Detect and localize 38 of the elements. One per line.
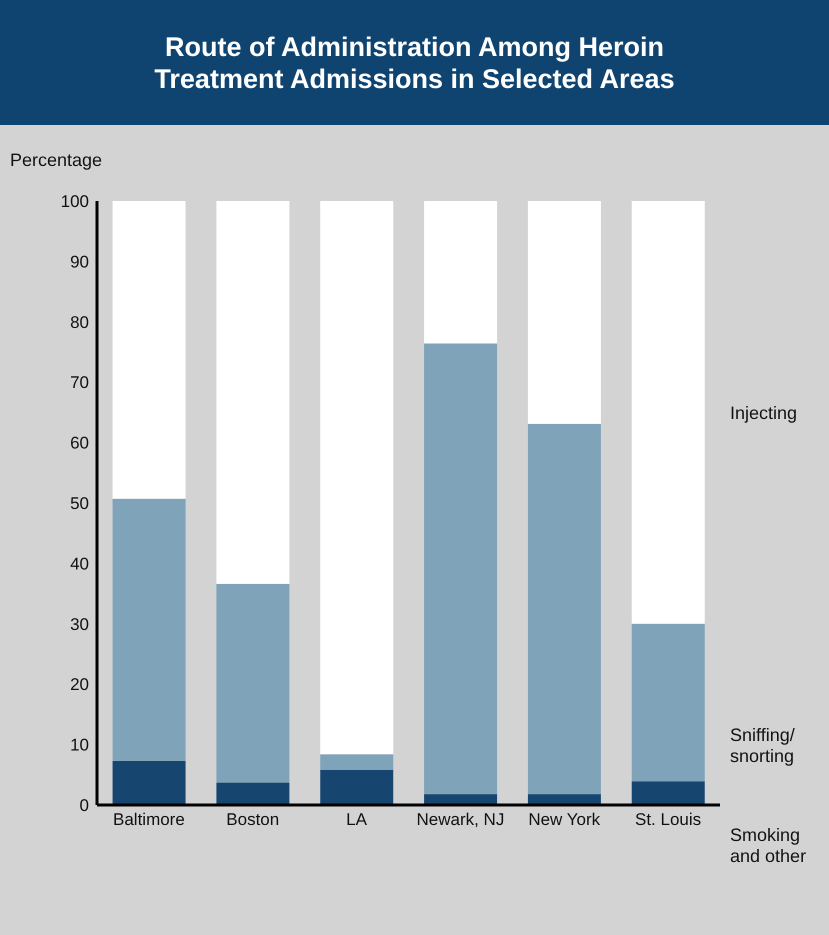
bar (112, 498, 186, 761)
bar (424, 201, 498, 344)
x-tick-label: Baltimore (113, 810, 185, 830)
y-tick-label: 100 (60, 192, 89, 212)
series-label: Sniffing/ snorting (730, 724, 796, 767)
bar (424, 344, 498, 794)
y-tick-label: 20 (70, 675, 89, 694)
bar (216, 782, 290, 805)
bar (112, 201, 186, 499)
y-tick-label: 10 (70, 736, 89, 755)
bar (632, 201, 705, 624)
y-tick-label: 60 (70, 434, 89, 453)
y-tick-label: 30 (70, 614, 89, 634)
bar (632, 781, 705, 805)
y-tick-label: 0 (80, 796, 89, 816)
y-tick-label: 40 (70, 554, 89, 574)
y-tick-label: 50 (70, 494, 89, 514)
x-tick-label: Boston (226, 810, 280, 830)
bar (216, 201, 290, 584)
y-tick-label: 80 (70, 312, 89, 332)
y-tick-label: 90 (70, 252, 89, 272)
y-tick-label: 70 (70, 373, 89, 392)
x-tick-label: Newark, NJ (416, 810, 504, 830)
bar (528, 201, 601, 424)
y-axis-title: Percentage (10, 150, 102, 171)
series-label: Smoking and other (730, 824, 808, 867)
bar (528, 424, 601, 794)
bar (320, 201, 394, 754)
x-tick-label: New York (528, 810, 601, 830)
bar (216, 584, 290, 783)
bar (320, 754, 394, 770)
bar (632, 624, 705, 782)
chart-title: Route of Administration Among Heroin Treatment Admissions in Selected Areas (0, 0, 829, 125)
bar (320, 770, 394, 805)
x-tick-label: LA (346, 810, 368, 830)
bar (112, 760, 186, 805)
series-label: Injecting (730, 403, 798, 424)
x-tick-label: St. Louis (635, 810, 702, 830)
